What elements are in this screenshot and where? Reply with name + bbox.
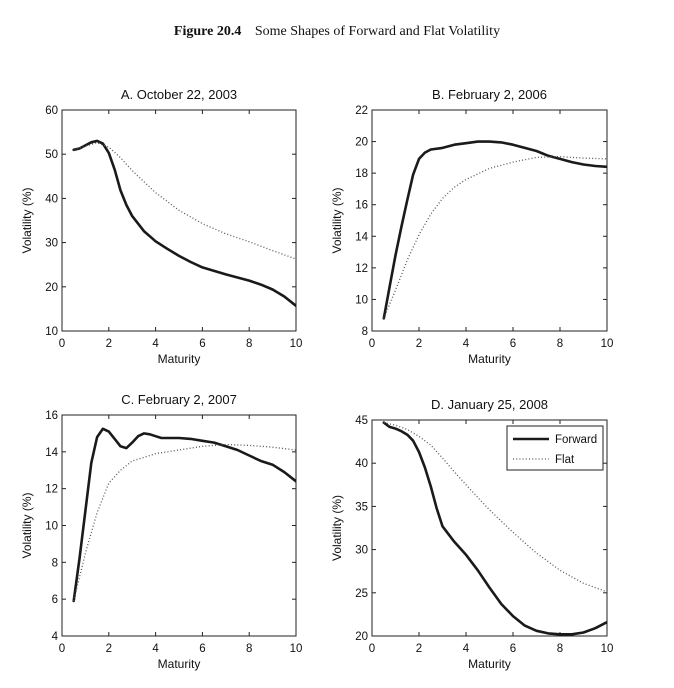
x-tick-label: 0 bbox=[369, 338, 375, 350]
series-flat-line bbox=[73, 142, 296, 260]
series-forward-line bbox=[382, 421, 607, 636]
x-tick-label: 6 bbox=[510, 643, 516, 655]
y-axis-label: Volatility (%) bbox=[330, 495, 344, 561]
panel-d: 0 2 4 6 8 10 20 25 30 35 40 45 D. January 25, 2008 Ma… bbox=[330, 397, 613, 671]
plot-frame bbox=[61, 109, 297, 332]
x-tick-label: 10 bbox=[290, 338, 303, 350]
x-tick-label: 4 bbox=[152, 338, 159, 350]
x-tick-label: 10 bbox=[601, 643, 614, 655]
x-tick-label: 6 bbox=[510, 338, 516, 350]
x-tick-label: 4 bbox=[463, 338, 470, 350]
y-tick-label: 35 bbox=[355, 501, 368, 513]
series-forward-line bbox=[382, 140, 607, 320]
x-axis-label: Maturity bbox=[468, 352, 511, 366]
x-tick-label: 8 bbox=[557, 643, 563, 655]
legend-label-flat: Flat bbox=[555, 454, 575, 466]
y-tick-label: 10 bbox=[45, 521, 58, 533]
y-tick-label: 10 bbox=[355, 294, 368, 306]
legend-box bbox=[506, 425, 604, 471]
x-axis-label: Maturity bbox=[158, 352, 201, 366]
figure-caption: Some Shapes of Forward and Flat Volatili… bbox=[254, 24, 501, 39]
y-tick-label: 8 bbox=[52, 557, 58, 569]
y-tick-label: 22 bbox=[355, 105, 368, 117]
x-tick-label: 2 bbox=[106, 643, 112, 655]
y-tick-label: 14 bbox=[355, 231, 368, 243]
x-tick-label: 0 bbox=[59, 643, 65, 655]
y-tick-label: 4 bbox=[52, 631, 59, 643]
y-axis-label: Volatility (%) bbox=[20, 492, 34, 558]
y-tick-label: 40 bbox=[45, 193, 58, 205]
y-tick-label: 45 bbox=[355, 415, 368, 427]
y-tick-label: 40 bbox=[355, 458, 368, 470]
y-tick-label: 20 bbox=[355, 631, 368, 643]
series-flat-line bbox=[383, 155, 607, 319]
figure-title: Figure 20.4 Some Shapes of Forward and F… bbox=[0, 24, 674, 40]
x-tick-label: 2 bbox=[416, 338, 422, 350]
x-tick-label: 10 bbox=[290, 643, 303, 655]
x-tick-label: 6 bbox=[199, 643, 205, 655]
y-tick-label: 20 bbox=[355, 137, 368, 149]
x-tick-label: 2 bbox=[106, 338, 112, 350]
y-tick-label: 30 bbox=[45, 238, 58, 250]
panel-title: A. October 22, 2003 bbox=[121, 87, 237, 102]
legend-label-forward: Forward bbox=[555, 434, 597, 446]
legend: Forward Flat bbox=[506, 425, 604, 471]
y-axis-label: Volatility (%) bbox=[330, 187, 344, 253]
y-tick-label: 12 bbox=[45, 484, 58, 496]
panel-a: 0 2 4 6 8 10 10 20 30 40 50 60 A. October 22, 2003 Ma… bbox=[20, 87, 302, 366]
x-axis-label: Maturity bbox=[158, 657, 201, 671]
panel-title: B. February 2, 2006 bbox=[432, 87, 547, 102]
panel-c: 0 2 4 6 8 10 4 6 8 10 12 14 16 C. February 2, 2007 Mat… bbox=[20, 392, 302, 671]
y-tick-label: 16 bbox=[45, 410, 58, 422]
x-tick-label: 10 bbox=[601, 338, 614, 350]
y-tick-label: 20 bbox=[45, 282, 58, 294]
y-tick-label: 16 bbox=[355, 200, 368, 212]
y-tick-label: 10 bbox=[45, 326, 58, 338]
y-tick-label: 14 bbox=[45, 447, 58, 459]
panel-b: 0 2 4 6 8 10 8 10 12 14 16 18 20 22 B. February 2, 200… bbox=[330, 87, 613, 366]
series-flat-line bbox=[73, 443, 296, 602]
y-tick-label: 50 bbox=[45, 149, 58, 161]
x-tick-label: 4 bbox=[463, 643, 470, 655]
y-tick-label: 6 bbox=[52, 594, 58, 606]
x-tick-label: 0 bbox=[59, 338, 65, 350]
y-tick-label: 18 bbox=[355, 168, 368, 180]
y-tick-label: 8 bbox=[362, 326, 368, 338]
x-tick-label: 6 bbox=[199, 338, 205, 350]
panel-title: C. February 2, 2007 bbox=[121, 392, 237, 407]
figure-number: Figure 20.4 bbox=[173, 24, 242, 39]
plot-frame bbox=[61, 414, 297, 637]
y-tick-label: 25 bbox=[355, 588, 368, 600]
series-forward-line bbox=[72, 139, 296, 308]
y-tick-label: 60 bbox=[45, 105, 58, 117]
y-tick-label: 30 bbox=[355, 545, 368, 557]
x-tick-label: 8 bbox=[246, 643, 252, 655]
x-tick-label: 4 bbox=[152, 643, 159, 655]
x-tick-label: 8 bbox=[246, 338, 252, 350]
series-forward-line bbox=[72, 427, 296, 603]
x-tick-label: 2 bbox=[416, 643, 422, 655]
x-axis-label: Maturity bbox=[468, 657, 511, 671]
y-axis-label: Volatility (%) bbox=[20, 187, 34, 253]
plot-frame bbox=[371, 419, 608, 637]
x-tick-label: 8 bbox=[557, 338, 563, 350]
plot-frame bbox=[371, 109, 608, 332]
x-tick-label: 0 bbox=[369, 643, 375, 655]
panel-title: D. January 25, 2008 bbox=[431, 397, 548, 412]
y-tick-label: 12 bbox=[355, 263, 368, 275]
